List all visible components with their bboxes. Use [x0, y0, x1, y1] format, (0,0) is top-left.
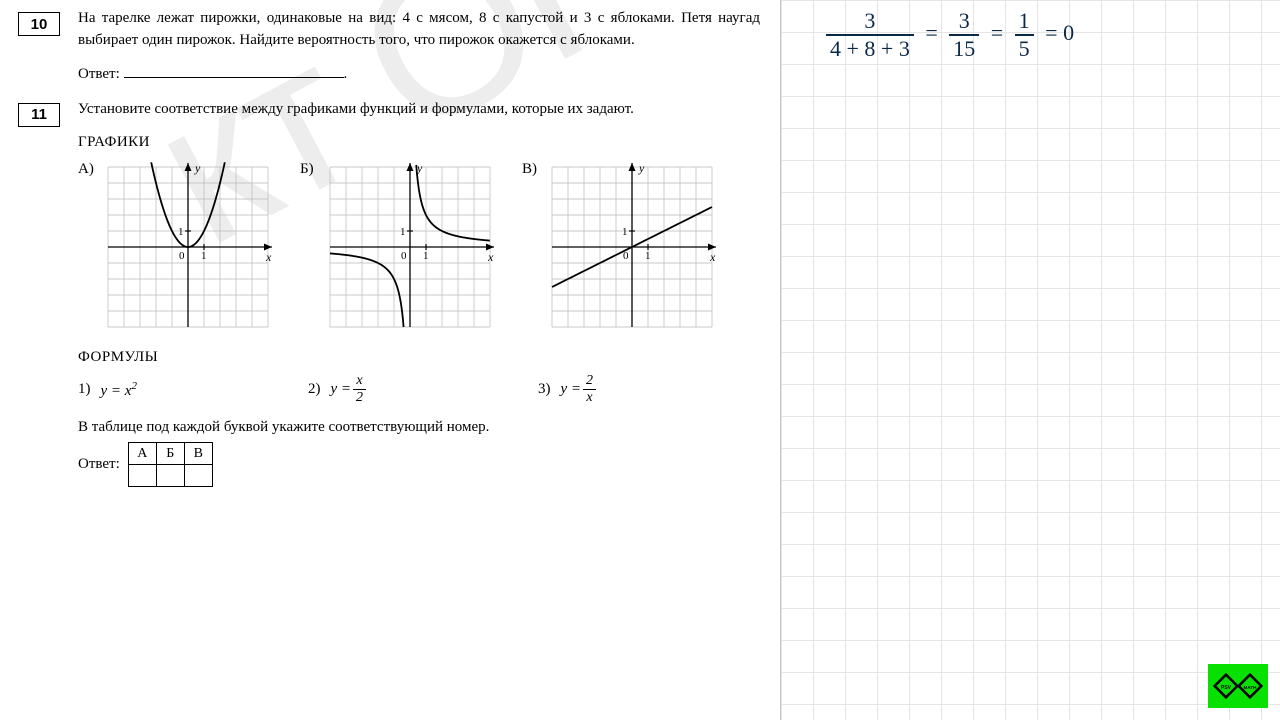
formula-3-num: 3)	[538, 381, 551, 398]
task-number-10: 10	[18, 12, 60, 36]
svg-text:1: 1	[645, 250, 651, 262]
abc-cell-b: Б	[156, 443, 184, 465]
formula-1: 1) y = x2	[78, 374, 308, 405]
table-note: В таблице под каждой буквой укажите соот…	[78, 419, 760, 436]
abc-answer-a	[128, 465, 156, 487]
answer-label-11: Ответ:	[78, 456, 120, 473]
svg-text:0: 0	[179, 250, 185, 262]
formula-2: 2) y = x 2	[308, 374, 538, 405]
svg-text:1: 1	[423, 250, 429, 262]
task-11-answer-row: Ответ: А Б В	[78, 442, 760, 487]
task-10-text: На тарелке лежат пирожки, одинаковые на …	[78, 8, 760, 52]
svg-text:x: x	[709, 250, 716, 264]
handwritten-work: 3 4 + 8 + 3 = 3 15 = 1 5 = 0	[826, 10, 1074, 60]
graph-letter-a: А)	[78, 159, 100, 178]
graph-letter-b: Б)	[300, 159, 322, 178]
svg-text:0: 0	[401, 250, 407, 262]
task-10-answer: Ответ: .	[78, 66, 760, 83]
task-number-11: 11	[18, 103, 60, 127]
task-11-text: Установите соответствие между графиками …	[78, 99, 760, 121]
formula-3: 3) y = 2 x	[538, 374, 596, 405]
abc-answer-b	[156, 465, 184, 487]
svg-text:1: 1	[622, 226, 628, 238]
formulas-title: ФОРМУЛЫ	[78, 349, 760, 366]
abc-table: А Б В	[128, 442, 213, 487]
channel-logo: PSV MATH	[1208, 664, 1268, 708]
svg-text:1: 1	[201, 250, 207, 262]
graph-letter-v: В)	[522, 159, 544, 178]
formulas-row: 1) y = x2 2) y = x 2	[78, 374, 760, 405]
task-11: 11 Установите соответствие между графика…	[4, 99, 770, 488]
task-10: 10 На тарелке лежат пирожки, одинаковые …	[4, 8, 770, 83]
answer-label: Ответ:	[78, 66, 120, 82]
graph-c: yx011	[544, 159, 720, 335]
svg-text:x: x	[265, 250, 272, 264]
svg-text:y: y	[194, 161, 201, 175]
abc-answer-v	[184, 465, 212, 487]
svg-text:1: 1	[178, 226, 184, 238]
svg-text:PSV: PSV	[1221, 685, 1232, 691]
abc-cell-a: А	[128, 443, 156, 465]
graph-b: yx011	[322, 159, 498, 335]
svg-text:x: x	[487, 250, 494, 264]
answer-blank	[124, 77, 344, 78]
graph-a: y x 0 1 1	[100, 159, 276, 335]
scratch-grid: 3 4 + 8 + 3 = 3 15 = 1 5 = 0	[780, 0, 1280, 720]
svg-text:1: 1	[400, 226, 406, 238]
svg-text:MATH: MATH	[1244, 685, 1257, 690]
abc-cell-v: В	[184, 443, 212, 465]
formula-2-num: 2)	[308, 381, 321, 398]
graphs-title: ГРАФИКИ	[78, 134, 760, 151]
graphs-row: А) y x 0 1 1 Б) y x 0 1 1 В) y x 0 1 1	[78, 159, 760, 335]
formula-1-num: 1)	[78, 381, 91, 398]
svg-text:y: y	[638, 161, 645, 175]
